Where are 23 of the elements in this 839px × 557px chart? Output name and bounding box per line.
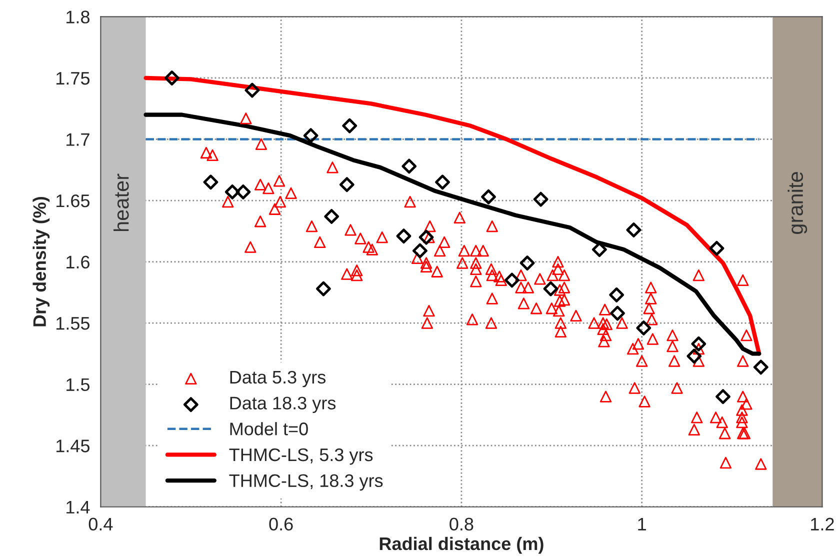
y-tick-label: 1.6 bbox=[66, 256, 90, 269]
y-tick-label: 1.5 bbox=[66, 378, 90, 392]
y-axis-title: Dry density (%) bbox=[32, 196, 50, 326]
y-tick-label: 1.75 bbox=[56, 72, 90, 85]
y-tick-label: 1.8 bbox=[66, 10, 90, 24]
x-tick-label: 0.4 bbox=[88, 518, 113, 531]
y-tick-label: 1.4 bbox=[66, 500, 90, 514]
x-axis-title: Radial distance (m) bbox=[380, 536, 544, 554]
band-label: heater bbox=[114, 174, 129, 232]
legend-label: Data 5.3 yrs bbox=[230, 370, 326, 388]
legend-label: THMC-LS, 18.3 yrs bbox=[229, 474, 383, 491]
y-tick-label: 1.7 bbox=[66, 133, 90, 146]
legend-label: Model t=0 bbox=[230, 422, 308, 436]
y-tick-label: 1.55 bbox=[56, 317, 90, 330]
x-tick-label: 0.6 bbox=[269, 518, 293, 531]
x-tick-label: 1 bbox=[638, 518, 646, 530]
band-label: granite bbox=[788, 172, 808, 234]
x-tick-label: 0.8 bbox=[450, 518, 474, 531]
y-tick-label: 1.45 bbox=[56, 440, 90, 452]
x-tick-label: 1.2 bbox=[811, 518, 834, 530]
y-tick-label: 1.65 bbox=[56, 194, 90, 208]
legend-label: Data 18.3 yrs bbox=[230, 396, 336, 414]
legend-label: THMC-LS, 5.3 yrs bbox=[229, 448, 373, 465]
